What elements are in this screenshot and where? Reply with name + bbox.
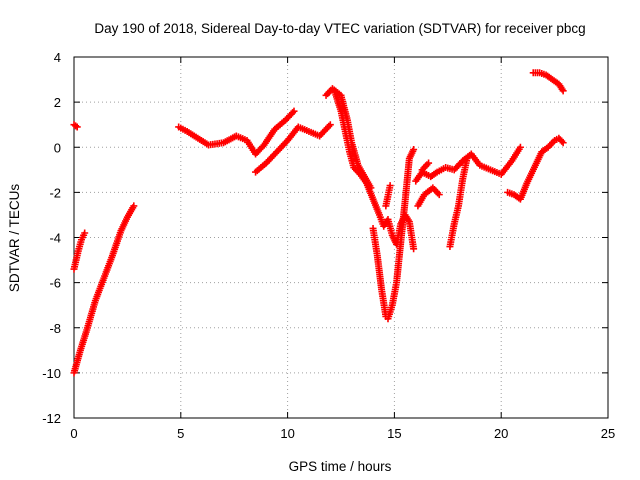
y-tick-label: -6 <box>49 276 61 291</box>
y-tick-label: 2 <box>54 95 61 110</box>
x-tick-label: 5 <box>177 426 184 441</box>
data-point <box>130 202 138 210</box>
data-point <box>386 182 394 190</box>
y-tick-label: -2 <box>49 185 61 200</box>
data-point <box>559 87 567 95</box>
axis-ticks: 0 5 10 15 20 25 -12 -10 -8 -6 -4 -2 0 2 4 <box>42 50 615 441</box>
x-tick-label: 20 <box>494 426 508 441</box>
data-points <box>70 69 567 377</box>
chart-title: Day 190 of 2018, Sidereal Day-to-day VTE… <box>94 21 585 36</box>
data-point <box>410 146 418 154</box>
data-point <box>435 191 443 199</box>
data-point <box>289 109 297 117</box>
y-axis-label: SDTVAR / TECUs <box>7 184 22 293</box>
x-tick-label: 15 <box>387 426 401 441</box>
data-point <box>326 121 334 129</box>
y-tick-label: -12 <box>42 411 61 426</box>
x-tick-label: 0 <box>70 426 77 441</box>
data-point <box>559 139 567 147</box>
y-tick-label: -8 <box>49 321 61 336</box>
data-point <box>516 143 524 151</box>
data-point <box>463 155 471 163</box>
data-point <box>290 107 298 115</box>
x-tick-label: 10 <box>280 426 294 441</box>
data-point <box>425 159 433 167</box>
x-tick-label: 25 <box>601 426 615 441</box>
y-tick-label: -4 <box>49 231 61 246</box>
y-tick-label: -10 <box>42 366 61 381</box>
data-point <box>73 123 81 131</box>
y-tick-label: 4 <box>54 50 61 65</box>
y-tick-label: 0 <box>54 140 61 155</box>
x-axis-label: GPS time / hours <box>289 459 392 474</box>
data-point <box>81 229 89 237</box>
data-point <box>558 137 566 145</box>
data-point <box>72 122 80 130</box>
data-point <box>410 245 418 253</box>
